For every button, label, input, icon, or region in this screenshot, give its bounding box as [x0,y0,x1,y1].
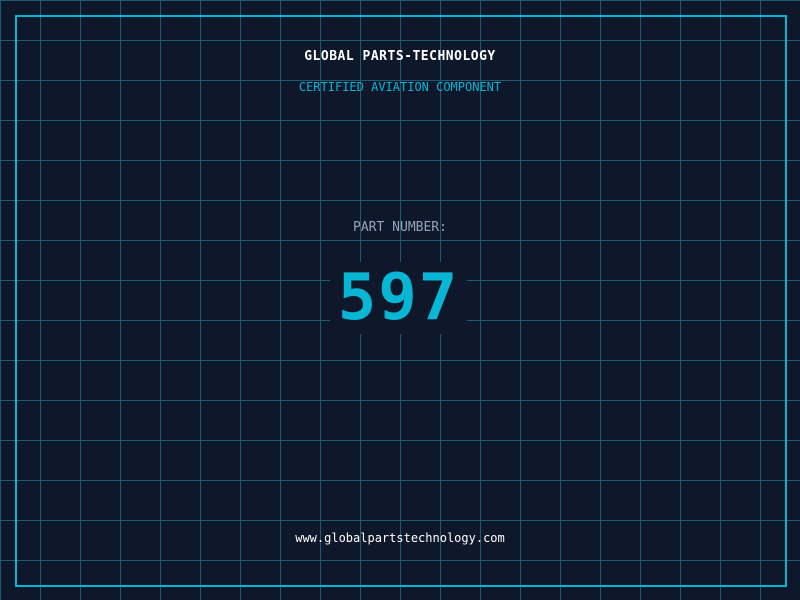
border-frame [15,15,787,587]
part-number-label: PART NUMBER: [353,220,447,235]
certification-subtitle: CERTIFIED AVIATION COMPONENT [298,80,502,94]
company-name: GLOBAL PARTS-TECHNOLOGY [304,49,496,64]
part-number-value: 597 [337,261,460,335]
part-number-box: 597 [330,262,467,334]
website-url: www.globalpartstechnology.com [295,531,505,545]
